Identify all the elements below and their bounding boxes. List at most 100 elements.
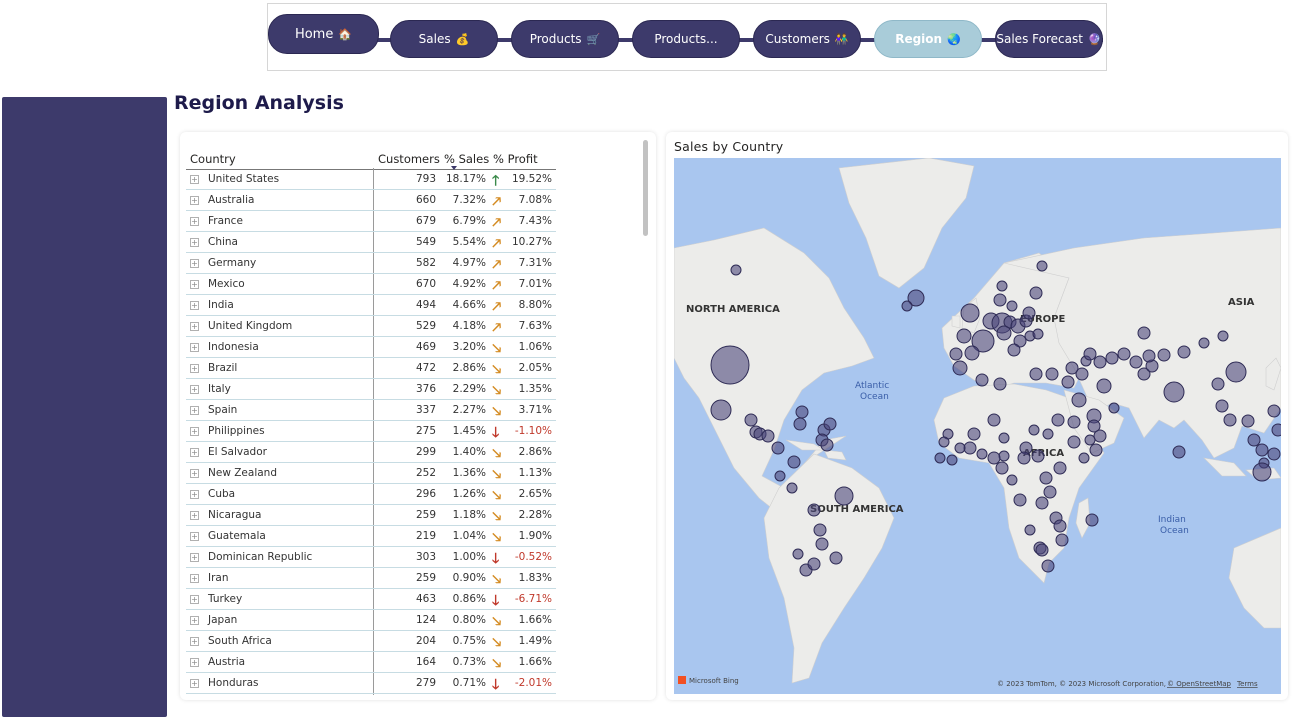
country-bubble[interactable] xyxy=(1087,419,1101,433)
country-bubble[interactable] xyxy=(954,442,966,454)
country-bubble[interactable] xyxy=(1042,428,1054,440)
country-bubble[interactable] xyxy=(710,345,750,385)
country-bubble[interactable] xyxy=(1105,351,1119,365)
expand-icon[interactable]: + xyxy=(190,532,199,541)
table-row[interactable]: + China 549 5.54% 🡕 10.27% xyxy=(186,232,556,253)
expand-icon[interactable]: + xyxy=(190,658,199,667)
country-bubble[interactable] xyxy=(1078,452,1090,464)
country-bubble[interactable] xyxy=(787,455,801,469)
country-bubble[interactable] xyxy=(1247,433,1261,447)
country-bubble[interactable] xyxy=(1137,367,1151,381)
country-bubble[interactable] xyxy=(993,377,1007,391)
country-bubble[interactable] xyxy=(1137,326,1151,340)
country-bubble[interactable] xyxy=(1032,328,1044,340)
country-bubble[interactable] xyxy=(1051,413,1065,427)
country-bubble[interactable] xyxy=(971,329,995,353)
expand-icon[interactable]: + xyxy=(190,364,199,373)
table-row[interactable]: + Turkey 463 0.86% 🡓 -6.71% xyxy=(186,589,556,610)
nav-region-button[interactable]: Region 🌏 xyxy=(874,20,982,58)
country-bubble[interactable] xyxy=(987,451,1001,465)
expand-icon[interactable]: + xyxy=(190,553,199,562)
nav-sales-forecast-button[interactable]: Sales Forecast 🔮 xyxy=(995,20,1103,58)
country-bubble[interactable] xyxy=(774,470,786,482)
country-bubble[interactable] xyxy=(1215,399,1229,413)
table-row[interactable]: + Germany 582 4.97% 🡕 7.31% xyxy=(186,253,556,274)
country-bubble[interactable] xyxy=(829,551,843,565)
country-bubble[interactable] xyxy=(761,429,775,443)
expand-icon[interactable]: + xyxy=(190,406,199,415)
nav-products-detail-button[interactable]: Products... xyxy=(632,20,740,58)
country-bubble[interactable] xyxy=(946,454,958,466)
country-bubble[interactable] xyxy=(1028,424,1040,436)
country-bubble[interactable] xyxy=(1067,435,1081,449)
expand-icon[interactable]: + xyxy=(190,574,199,583)
country-bubble[interactable] xyxy=(1035,543,1049,557)
nav-products-button[interactable]: Products 🛒 xyxy=(511,20,619,58)
country-bubble[interactable] xyxy=(998,432,1010,444)
table-row[interactable]: + Japan 124 0.80% 🡖 1.66% xyxy=(186,610,556,631)
country-bubble[interactable] xyxy=(967,427,981,441)
table-row[interactable]: + Indonesia 469 3.20% 🡖 1.06% xyxy=(186,337,556,358)
expand-icon[interactable]: + xyxy=(190,280,199,289)
expand-icon[interactable]: + xyxy=(190,343,199,352)
country-bubble[interactable] xyxy=(1024,524,1036,536)
country-bubble[interactable] xyxy=(987,413,1001,427)
expand-icon[interactable]: + xyxy=(190,616,199,625)
table-row[interactable]: + Guatemala 219 1.04% 🡖 1.90% xyxy=(186,526,556,547)
table-scrollbar[interactable] xyxy=(643,140,648,236)
country-bubble[interactable] xyxy=(771,441,785,455)
country-bubble[interactable] xyxy=(949,347,963,361)
nav-sales-button[interactable]: Sales 💰 xyxy=(390,20,498,58)
country-bubble[interactable] xyxy=(1017,451,1031,465)
country-bubble[interactable] xyxy=(976,448,988,460)
country-bubble[interactable] xyxy=(1055,533,1069,547)
country-bubble[interactable] xyxy=(998,450,1010,462)
country-bubble[interactable] xyxy=(964,345,980,361)
country-bubble[interactable] xyxy=(1157,348,1171,362)
country-bubble[interactable] xyxy=(710,399,732,421)
country-bubble[interactable] xyxy=(792,548,804,560)
country-bubble[interactable] xyxy=(1085,513,1099,527)
country-bubble[interactable] xyxy=(1071,392,1087,408)
country-bubble[interactable] xyxy=(1163,381,1185,403)
table-row[interactable]: + France 679 6.79% 🡕 7.43% xyxy=(186,211,556,232)
country-bubble[interactable] xyxy=(934,452,946,464)
country-bubble[interactable] xyxy=(1117,347,1131,361)
country-bubble[interactable] xyxy=(1096,378,1112,394)
table-row[interactable]: + Austria 164 0.73% 🡖 1.66% xyxy=(186,652,556,673)
country-bubble[interactable] xyxy=(1142,349,1156,363)
country-bubble[interactable] xyxy=(1067,415,1081,429)
country-bubble[interactable] xyxy=(820,438,834,452)
country-bubble[interactable] xyxy=(1039,471,1053,485)
country-bubble[interactable] xyxy=(1241,414,1255,428)
country-bubble[interactable] xyxy=(1036,260,1048,272)
country-bubble[interactable] xyxy=(793,417,807,431)
country-bubble[interactable] xyxy=(1075,367,1089,381)
nav-customers-button[interactable]: Customers 👫 xyxy=(753,20,861,58)
country-bubble[interactable] xyxy=(1217,330,1229,342)
header-sales[interactable]: % Sales xyxy=(444,152,490,166)
country-bubble[interactable] xyxy=(1083,347,1097,361)
expand-icon[interactable]: + xyxy=(190,469,199,478)
header-profit[interactable]: % Profit xyxy=(493,152,538,166)
country-bubble[interactable] xyxy=(996,280,1008,292)
expand-icon[interactable]: + xyxy=(190,196,199,205)
expand-icon[interactable]: + xyxy=(190,637,199,646)
country-bubble[interactable] xyxy=(1053,519,1067,533)
header-customers[interactable]: Customers xyxy=(378,152,440,166)
table-row[interactable]: + Australia 660 7.32% 🡕 7.08% xyxy=(186,190,556,211)
country-bubble[interactable] xyxy=(1022,306,1036,320)
map-canvas[interactable]: NORTH AMERICA EUROPE ASIA AFRICA SOUTH A… xyxy=(674,158,1281,694)
table-row[interactable]: + South Africa 204 0.75% 🡖 1.49% xyxy=(186,631,556,652)
header-country[interactable]: Country xyxy=(190,152,236,166)
country-bubble[interactable] xyxy=(907,289,925,307)
country-bubble[interactable] xyxy=(1177,345,1191,359)
country-bubble[interactable] xyxy=(1007,343,1021,357)
expand-icon[interactable]: + xyxy=(190,259,199,268)
expand-icon[interactable]: + xyxy=(190,595,199,604)
country-bubble[interactable] xyxy=(1223,413,1237,427)
country-bubble[interactable] xyxy=(1013,334,1027,348)
expand-icon[interactable]: + xyxy=(190,511,199,520)
country-bubble[interactable] xyxy=(1084,434,1096,446)
table-row[interactable]: + Iran 259 0.90% 🡖 1.83% xyxy=(186,568,556,589)
